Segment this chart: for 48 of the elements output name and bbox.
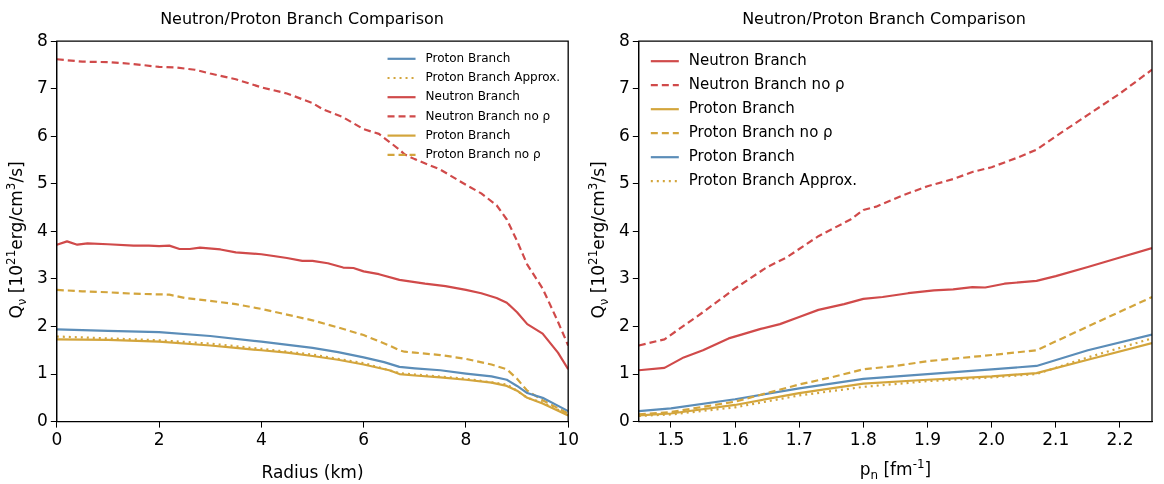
- x-tick-label: 1.8: [849, 429, 877, 450]
- y-tick-label: 8: [618, 29, 630, 50]
- x-axis-title: p$_{n}$ [fm$^{-1}$]: [859, 456, 932, 482]
- legend-label: Proton Branch: [688, 99, 795, 118]
- x-tick-label: 2.1: [1042, 429, 1070, 450]
- y-tick-label: 1: [36, 362, 48, 383]
- y-tick-label: 8: [36, 29, 48, 50]
- x-tick-label: 2: [153, 429, 165, 450]
- x-tick-label: 2.0: [978, 429, 1006, 450]
- y-tick-label: 6: [618, 124, 630, 145]
- y-tick-label: 4: [36, 219, 48, 240]
- legend-label: Proton Branch: [425, 50, 511, 65]
- x-tick-label: 8: [460, 429, 472, 450]
- legend-label: Neutron Branch no ρ: [425, 108, 551, 123]
- chart-title: Neutron/Proton Branch Comparison: [160, 8, 444, 28]
- y-tick-label: 5: [618, 172, 630, 193]
- y-tick-label: 0: [618, 410, 630, 431]
- y-tick-label: 6: [36, 124, 48, 145]
- x-tick-label: 1.5: [657, 429, 685, 450]
- x-tick-label: 4: [255, 429, 267, 450]
- legend-label: Proton Branch Approx.: [688, 171, 858, 190]
- y-tick-label: 3: [36, 267, 48, 288]
- legend-label: Proton Branch no ρ: [688, 123, 833, 142]
- legend-label: Neutron Branch: [425, 89, 520, 104]
- legend-label: Proton Branch Approx.: [425, 70, 561, 85]
- legend-label: Proton Branch: [688, 147, 795, 166]
- y-tick-label: 2: [618, 314, 630, 335]
- legend-label: Neutron Branch no ρ: [688, 75, 845, 94]
- x-tick-label: 6: [358, 429, 370, 450]
- x-tick-label: 1.7: [785, 429, 813, 450]
- x-tick-label: 2.2: [1106, 429, 1134, 450]
- y-tick-label: 7: [618, 77, 630, 98]
- y-tick-label: 3: [618, 267, 630, 288]
- x-tick-label: 1.6: [721, 429, 749, 450]
- legend-label: Proton Branch: [425, 127, 511, 142]
- chart-title: Neutron/Proton Branch Comparison: [742, 8, 1026, 28]
- y-tick-label: 7: [36, 77, 48, 98]
- y-tick-label: 2: [36, 314, 48, 335]
- y-tick-label: 4: [618, 219, 630, 240]
- y-tick-label: 0: [36, 410, 48, 431]
- x-tick-label: 10: [557, 429, 579, 450]
- legend-label: Proton Branch no ρ: [425, 146, 541, 161]
- y-tick-label: 1: [618, 362, 630, 383]
- x-axis-title: Radius (km): [261, 462, 364, 482]
- legend-label: Neutron Branch: [688, 51, 807, 70]
- x-tick-label: 1.9: [913, 429, 942, 450]
- y-tick-label: 5: [36, 172, 48, 193]
- x-tick-label: 0: [51, 429, 63, 450]
